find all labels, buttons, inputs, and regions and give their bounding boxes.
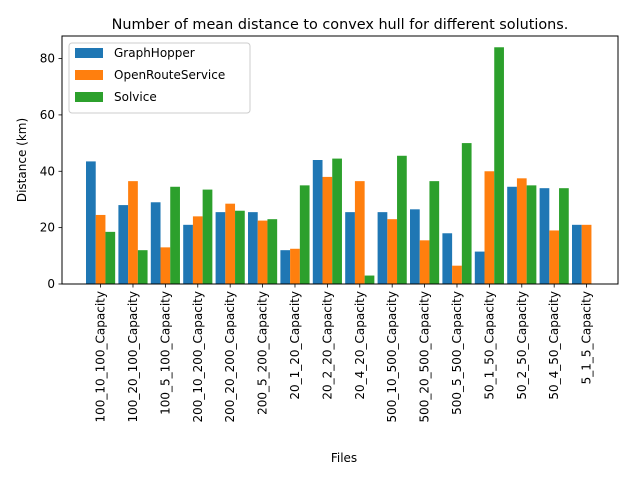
bar-graphhopper-3 <box>183 224 193 284</box>
legend-swatch-graphhopper <box>75 48 103 58</box>
x-tick-label: 100_5_100_Capacity <box>158 291 172 415</box>
bar-solvice-0 <box>105 231 116 284</box>
bar-solvice-12 <box>494 47 504 284</box>
bar-graphhopper-7 <box>312 160 323 284</box>
y-axis: 0 20 40 60 80 <box>40 52 62 291</box>
bar-solvice-8 <box>364 275 375 284</box>
bar-solvice-2 <box>170 186 180 284</box>
y-tick-label: 40 <box>40 164 55 178</box>
bar-openrouteservice-13 <box>516 178 527 284</box>
bar-solvice-3 <box>202 189 213 284</box>
bar-solvice-6 <box>299 185 310 284</box>
y-tick-label: 80 <box>40 52 55 66</box>
x-tick-label: 500_20_500_Capacity <box>418 291 432 423</box>
bar-openrouteservice-15 <box>581 224 592 284</box>
bar-graphhopper-0 <box>86 161 96 284</box>
bar-openrouteservice-14 <box>549 230 560 284</box>
bar-openrouteservice-4 <box>225 203 236 284</box>
legend-label-graphhopper: GraphHopper <box>114 46 195 60</box>
bar-openrouteservice-5 <box>257 220 268 284</box>
x-tick-label: 100_10_100_Capacity <box>94 291 108 423</box>
plot-frame <box>61 35 619 285</box>
bar-openrouteservice-8 <box>354 181 365 284</box>
bar-solvice-4 <box>235 210 245 284</box>
legend-box <box>68 42 251 114</box>
bar-graphhopper-12 <box>474 251 485 284</box>
legend-swatch-solvice <box>75 92 103 102</box>
bar-solvice-1 <box>137 250 148 284</box>
bar-solvice-14 <box>559 188 569 284</box>
x-tick-label: 100_20_100_Capacity <box>126 291 140 423</box>
bar-graphhopper-8 <box>345 212 355 284</box>
bar-solvice-11 <box>461 143 472 284</box>
y-axis-label: Distance (km) <box>15 118 29 202</box>
bar-graphhopper-15 <box>572 224 582 284</box>
bar-openrouteservice-10 <box>419 240 430 284</box>
bar-solvice-9 <box>397 155 407 284</box>
chart-title: Number of mean distance to convex hull f… <box>112 17 569 33</box>
x-axis: 100_10_100_Capacity 100_20_100_Capacity 10… <box>94 284 594 423</box>
x-tick-label: 500_5_500_Capacity <box>450 291 464 415</box>
y-tick-label: 0 <box>47 277 55 291</box>
bar-graphhopper-2 <box>150 202 161 284</box>
bar-graphhopper-11 <box>442 233 453 284</box>
bar-openrouteservice-7 <box>322 176 333 284</box>
legend-swatch-openrouteservice <box>75 70 103 80</box>
legend: GraphHopper OpenRouteService Solvice <box>68 42 251 114</box>
bar-solvice-10 <box>429 181 440 284</box>
bars <box>86 47 592 284</box>
y-tick-label: 60 <box>40 108 55 122</box>
legend-label-openrouteservice: OpenRouteService <box>114 68 225 82</box>
bar-graphhopper-1 <box>118 205 129 284</box>
bar-solvice-13 <box>526 185 537 284</box>
x-tick-label: 20_4_20_Capacity <box>353 291 367 400</box>
y-tick-label: 20 <box>40 221 55 235</box>
x-tick-label: 5_1_5_Capacity <box>580 291 594 384</box>
x-tick-label: 200_20_200_Capacity <box>223 291 237 423</box>
bar-solvice-5 <box>267 219 278 284</box>
bar-openrouteservice-2 <box>160 247 171 284</box>
x-tick-label: 50_2_50_Capacity <box>515 291 529 400</box>
x-tick-label: 200_5_200_Capacity <box>256 291 270 415</box>
bar-openrouteservice-0 <box>95 214 106 284</box>
bar-graphhopper-14 <box>539 188 550 284</box>
bar-openrouteservice-1 <box>128 181 138 284</box>
bar-graphhopper-10 <box>410 209 420 284</box>
x-axis-label: Files <box>331 451 357 465</box>
legend-label-solvice: Solvice <box>114 90 157 104</box>
bar-openrouteservice-12 <box>484 171 495 284</box>
x-tick-label: 20_1_20_Capacity <box>288 291 302 400</box>
bar-openrouteservice-9 <box>387 219 398 284</box>
bar-graphhopper-6 <box>280 250 291 284</box>
bar-solvice-7 <box>332 158 342 284</box>
bar-openrouteservice-6 <box>290 248 300 284</box>
bar-graphhopper-13 <box>507 186 517 284</box>
x-tick-label: 200_10_200_Capacity <box>191 291 205 423</box>
bar-graphhopper-4 <box>215 212 226 284</box>
x-tick-label: 50_4_50_Capacity <box>547 291 561 400</box>
x-tick-label: 500_10_500_Capacity <box>385 291 399 423</box>
bar-openrouteservice-3 <box>192 216 203 284</box>
bar-openrouteservice-11 <box>452 265 462 284</box>
x-tick-label: 20_2_20_Capacity <box>320 291 334 400</box>
bar-graphhopper-5 <box>248 212 258 284</box>
bar-graphhopper-9 <box>377 212 388 284</box>
x-tick-label: 50_1_50_Capacity <box>482 291 496 400</box>
